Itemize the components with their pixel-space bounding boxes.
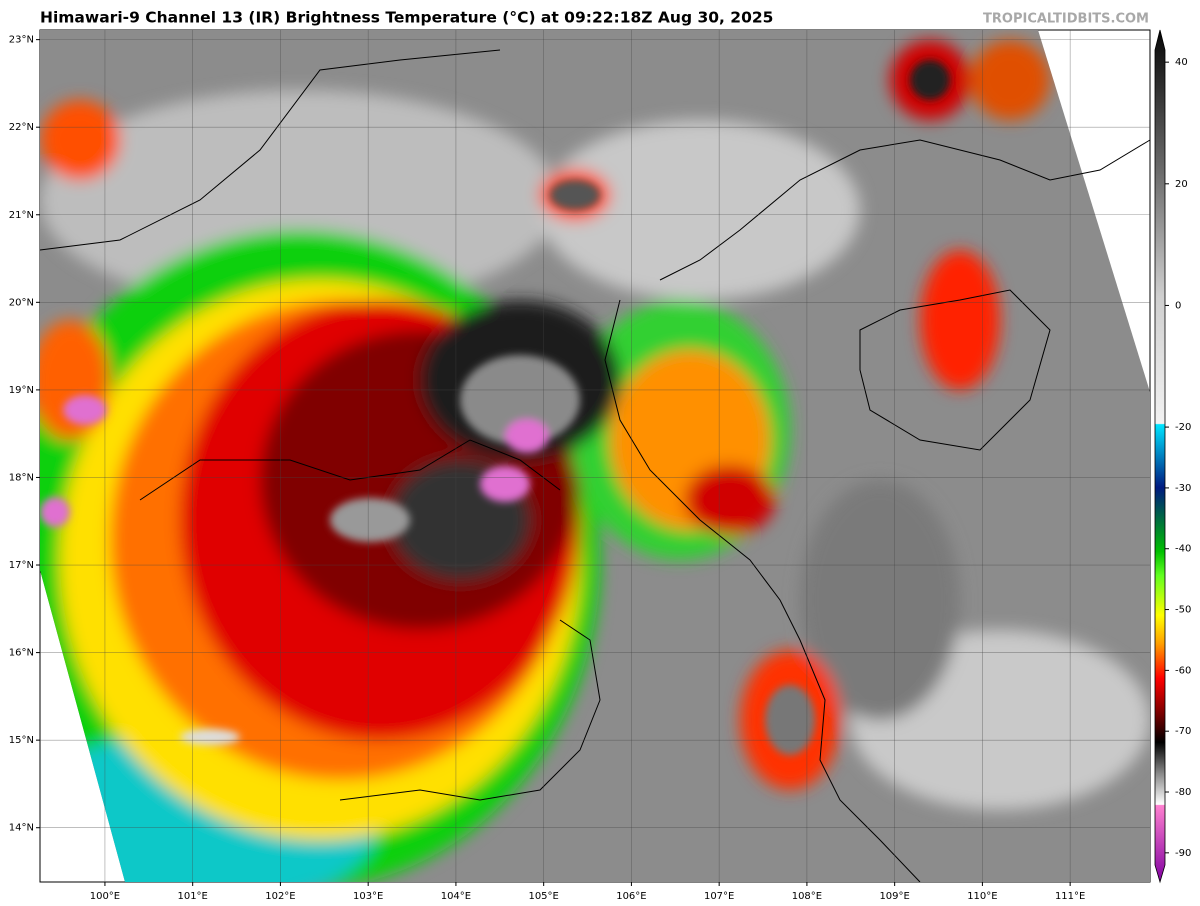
graticule [40,30,1150,882]
lat-label: 17°N [9,560,34,571]
colorbar-label: 40 [1175,57,1188,68]
coordinate-labels: 100°E 101°E 102°E 103°E 104°E 105°E 106°E 107°E… [9,35,1086,902]
colorbar-label: -80 [1175,787,1191,798]
credit: TROPICALTIDBITS.COM [983,12,1149,27]
lat-label: 20°N [9,297,34,308]
colorbar-label: -50 [1175,605,1191,616]
lat-label: 23°N [9,35,34,46]
lon-label: 100°E [90,891,120,902]
lon-label: 108°E [792,891,822,902]
lon-label: 105°E [528,891,558,902]
lat-label: 14°N [9,823,34,834]
satellite-imagery [40,30,1150,882]
lon-label: 109°E [879,891,909,902]
lat-label: 18°N [9,472,34,483]
lon-label: 111°E [1055,891,1085,902]
lon-label: 106°E [616,891,646,902]
coastlines [39,49,1151,883]
lon-label: 101°E [177,891,207,902]
colorbar: 40 20 0 -20 -30 -40 -50 -60 -70 -80 -90 [1154,29,1191,884]
lon-label: 107°E [704,891,734,902]
colorbar-label: -60 [1175,665,1191,676]
lat-label: 16°N [9,648,34,659]
lon-label: 102°E [265,891,295,902]
lat-label: 15°N [9,735,34,746]
colorbar-label: -90 [1175,848,1191,859]
colorbar-scale [1154,29,1166,884]
colorbar-label: -70 [1175,726,1191,737]
colorbar-label: -20 [1175,422,1191,433]
colorbar-label: -30 [1175,483,1191,494]
lat-label: 19°N [9,385,34,396]
colorbar-label: 20 [1175,179,1188,190]
lon-label: 110°E [967,891,997,902]
lat-label: 21°N [9,210,34,221]
lon-label: 103°E [353,891,383,902]
lon-label: 104°E [441,891,471,902]
lat-label: 22°N [9,122,34,133]
colorbar-label: 0 [1175,300,1181,311]
colorbar-label: -40 [1175,544,1191,555]
title: Himawari-9 Channel 13 (IR) Brightness Te… [40,9,773,27]
